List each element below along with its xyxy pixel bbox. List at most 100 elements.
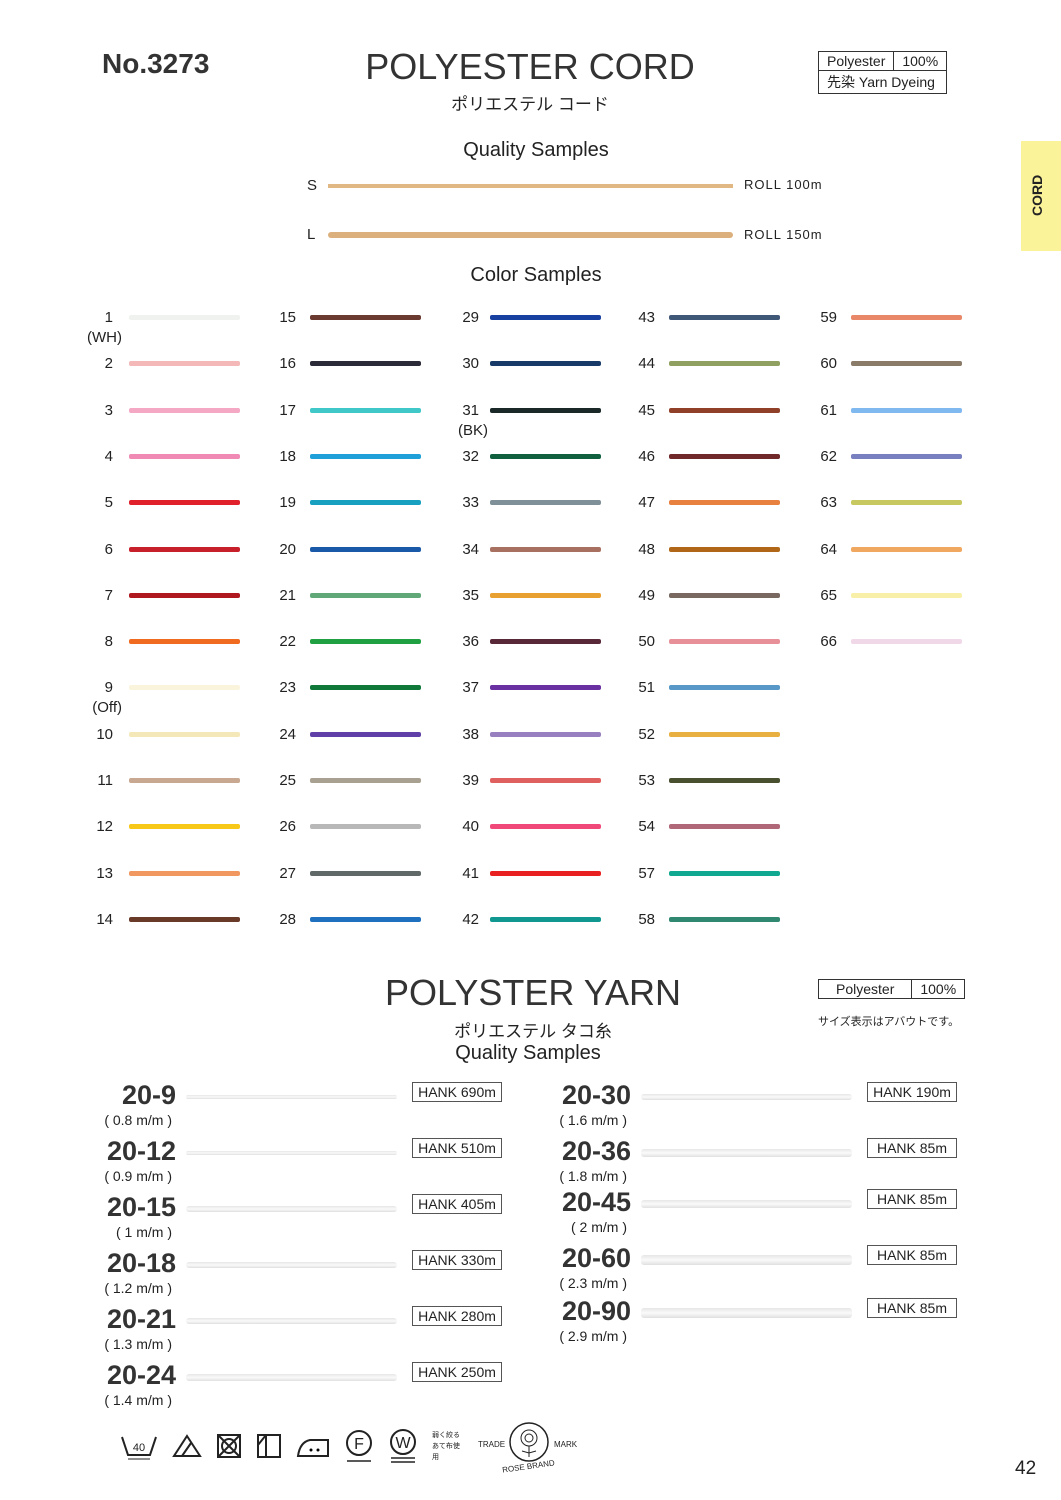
- color-swatch: [851, 361, 962, 367]
- color-number: 40: [462, 818, 479, 836]
- color-number: 62: [820, 447, 837, 465]
- yarn-size: ( 1.4 m/m ): [104, 1392, 172, 1408]
- color-heading: Color Samples: [470, 264, 602, 286]
- color-swatch: [490, 870, 601, 876]
- color-swatch: [129, 361, 240, 367]
- page-number: 42: [1015, 1458, 1037, 1479]
- w-label: W: [395, 1435, 411, 1452]
- color-swatch: [490, 315, 601, 320]
- hank-label: HANK 510m: [412, 1138, 502, 1158]
- page-subtitle: ポリエステル コード: [451, 95, 609, 114]
- yarn-size: ( 1.3 m/m ): [104, 1336, 172, 1352]
- hank-label: HANK 250m: [412, 1362, 502, 1382]
- quality-size-l: L: [307, 226, 316, 243]
- color-number: 3: [104, 401, 113, 419]
- wet-clean-w-icon: W: [390, 1429, 416, 1463]
- color-swatch: [851, 500, 962, 506]
- color-number: 30: [462, 355, 479, 373]
- yarn-size: ( 0.8 m/m ): [104, 1112, 172, 1128]
- color-number: 36: [462, 633, 479, 651]
- line-dry-icon: [257, 1434, 281, 1458]
- yarn-sample: [641, 1149, 852, 1157]
- yarn-sample: [186, 1150, 397, 1156]
- color-swatch: [490, 592, 601, 598]
- color-number: 60: [820, 355, 837, 373]
- material: Polyester: [817, 51, 895, 71]
- rose-icon: [509, 1422, 549, 1462]
- color-number: 2: [104, 355, 113, 373]
- color-number: 47: [638, 494, 655, 512]
- color-swatch: [129, 592, 240, 598]
- color-number: 59: [820, 309, 837, 326]
- color-number: 39: [462, 772, 479, 789]
- yarn-sample: [186, 1206, 397, 1212]
- color-number: 53: [638, 772, 655, 789]
- yarn-name: 20-90: [561, 1296, 631, 1326]
- color-number: 25: [279, 772, 296, 789]
- color-swatch: [129, 315, 240, 320]
- color-swatch: [310, 315, 421, 320]
- yarn-name: 20-18: [106, 1248, 176, 1278]
- color-number: 21: [279, 586, 296, 604]
- color-swatch: [129, 685, 240, 691]
- color-number: 45: [638, 401, 655, 419]
- color-number: 43: [638, 309, 655, 326]
- color-swatch: [669, 453, 780, 459]
- color-number: 34: [462, 540, 479, 558]
- color-number: 42: [462, 910, 479, 928]
- hank-label: HANK 330m: [412, 1250, 502, 1270]
- hank-label: HANK 85m: [867, 1298, 957, 1318]
- color-swatch: [310, 731, 421, 737]
- yarn-size: ( 1.8 m/m ): [559, 1168, 627, 1184]
- color-number: 17: [279, 401, 296, 419]
- yarn-size: ( 0.9 m/m ): [104, 1168, 172, 1184]
- color-code: (Off): [92, 699, 122, 717]
- product-number: No.3273: [102, 48, 210, 79]
- hank-label: HANK 85m: [867, 1189, 957, 1209]
- yarn-size: ( 1.6 m/m ): [559, 1112, 627, 1128]
- color-swatch: [310, 870, 421, 876]
- quality-heading: Quality Samples: [463, 139, 609, 161]
- color-swatch: [310, 778, 421, 783]
- color-number: 65: [820, 586, 837, 604]
- color-number: 44: [638, 355, 655, 373]
- hank-label: HANK 190m: [867, 1082, 957, 1102]
- color-number: 52: [638, 725, 655, 743]
- color-swatch: [310, 916, 421, 922]
- hank-label: HANK 85m: [867, 1138, 957, 1158]
- yarn-sample: [641, 1307, 852, 1319]
- hank-label: HANK 85m: [867, 1245, 957, 1265]
- color-swatch: [310, 500, 421, 506]
- color-swatch: [669, 361, 780, 367]
- yarn-size: ( 2.9 m/m ): [559, 1328, 627, 1344]
- quality-cord-l: [328, 232, 733, 238]
- color-number: 22: [279, 633, 296, 651]
- quality-label-s: ROLL 100m: [744, 177, 823, 192]
- color-number: 4: [104, 447, 113, 465]
- color-number: 19: [279, 494, 296, 512]
- color-swatch: [490, 453, 601, 459]
- color-swatch: [490, 778, 601, 783]
- color-number: 12: [96, 818, 113, 836]
- color-number: 41: [462, 864, 479, 882]
- yarn-title: POLYSTER YARN: [384, 972, 682, 1013]
- color-swatch: [490, 546, 601, 552]
- color-swatch: [669, 500, 780, 506]
- yarn-name: 20-36: [561, 1136, 631, 1166]
- yarn-name: 20-9: [121, 1080, 176, 1110]
- color-number: 14: [96, 910, 113, 928]
- color-number: 31: [462, 401, 479, 419]
- color-swatch: [490, 824, 601, 830]
- bleach-icon: [172, 1434, 202, 1457]
- color-swatch: [129, 453, 240, 459]
- side-tab: CORD: [1021, 141, 1061, 251]
- color-number: 20: [279, 540, 296, 558]
- color-number: 6: [104, 540, 113, 558]
- yarn-size: ( 1.2 m/m ): [104, 1280, 172, 1296]
- color-swatch: [310, 592, 421, 598]
- yarn-name: 20-12: [106, 1136, 176, 1166]
- color-number: 27: [279, 864, 296, 882]
- yarn-sample: [186, 1262, 397, 1268]
- yarn-sample: [186, 1373, 397, 1381]
- color-swatch: [310, 639, 421, 645]
